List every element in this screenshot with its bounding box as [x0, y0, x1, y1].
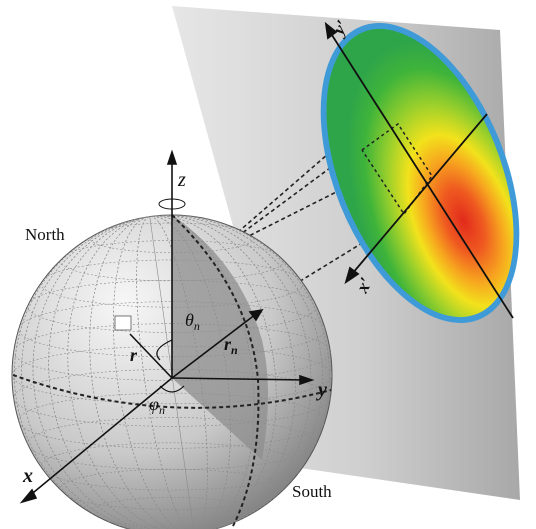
- phi-arc: [159, 385, 185, 393]
- axis-x-label: x: [22, 465, 33, 487]
- projection-axes: [324, 21, 514, 319]
- axis-z-label: z: [177, 169, 186, 191]
- theta-arc: [156, 339, 173, 361]
- shaded-section: [172, 215, 268, 460]
- vector-r-label: r: [130, 345, 138, 365]
- meridian-line: [32, 215, 312, 529]
- point-marker: [114, 315, 132, 331]
- meridian-line: [21, 215, 323, 529]
- parallel-line: [59, 468, 285, 510]
- meridian-line: [14, 215, 330, 529]
- parallel-line: [40, 442, 304, 491]
- south-label: South: [292, 482, 332, 501]
- axes: [19, 149, 315, 504]
- rotation-ring: [158, 198, 186, 210]
- meridian-line: [67, 215, 277, 529]
- equator: [12, 374, 332, 409]
- phi-label: φn: [149, 394, 165, 417]
- axis-y-label: y: [316, 379, 327, 401]
- theta-label: θn: [185, 310, 200, 333]
- vector-rn-label: rn: [224, 334, 238, 357]
- sphere-grid: [12, 215, 332, 529]
- north-label: North: [25, 225, 65, 244]
